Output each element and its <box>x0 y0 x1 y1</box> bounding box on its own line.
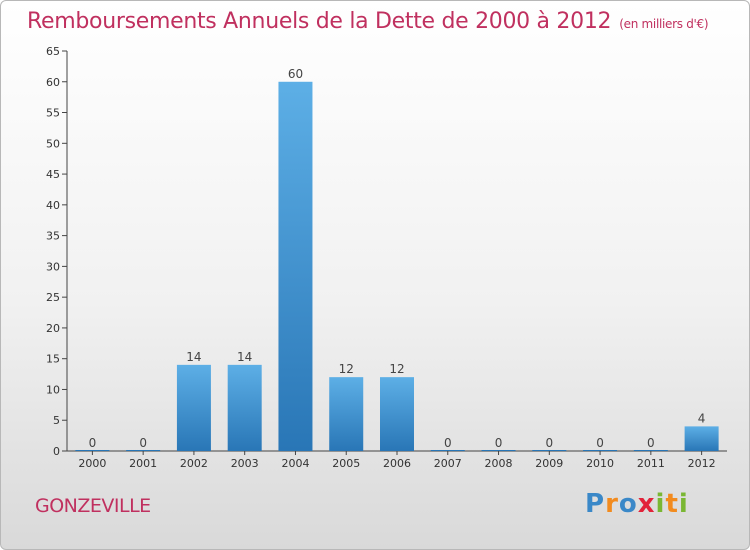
chart-title-text: Remboursements Annuels de la Dette de 20… <box>27 9 612 34</box>
logo-letter: i <box>678 489 689 519</box>
bar <box>227 364 262 451</box>
data-label: 0 <box>545 436 553 450</box>
y-tick-label: 25 <box>46 291 60 304</box>
logo-letter: P <box>585 489 606 519</box>
data-label: 0 <box>647 436 655 450</box>
data-label: 60 <box>288 67 303 81</box>
x-tick-label: 2010 <box>586 457 614 470</box>
x-tick-label: 2011 <box>637 457 665 470</box>
chart-title: Remboursements Annuels de la Dette de 20… <box>27 9 709 34</box>
x-tick-label: 2000 <box>78 457 106 470</box>
data-label: 4 <box>698 411 706 425</box>
x-tick-label: 2007 <box>434 457 462 470</box>
y-tick-label: 10 <box>46 383 60 396</box>
bar <box>126 450 161 451</box>
bar <box>532 450 567 451</box>
bar <box>684 426 719 451</box>
y-tick-label: 35 <box>46 230 60 243</box>
data-label: 12 <box>389 362 404 376</box>
bar <box>75 450 110 451</box>
chart-subtitle: (en milliers d'€) <box>619 17 709 31</box>
y-tick-label: 30 <box>46 260 60 273</box>
y-tick-label: 20 <box>46 322 60 335</box>
proxiti-logo[interactable]: Proxiti <box>585 489 689 519</box>
y-tick-label: 55 <box>46 107 60 120</box>
x-tick-label: 2012 <box>688 457 716 470</box>
bar <box>176 364 211 451</box>
data-label: 12 <box>339 362 354 376</box>
bar <box>278 81 313 452</box>
bar <box>430 450 465 451</box>
logo-letter: i <box>655 489 666 519</box>
bar <box>633 450 668 451</box>
y-tick-label: 45 <box>46 168 60 181</box>
data-label: 14 <box>186 350 201 364</box>
x-tick-label: 2008 <box>485 457 513 470</box>
y-tick-label: 50 <box>46 137 60 150</box>
x-tick-label: 2009 <box>535 457 563 470</box>
data-label: 0 <box>444 436 452 450</box>
bar-series: 0 0 14 14 60 12 12 0 0 0 0 0 4 <box>75 67 719 452</box>
y-tick-label: 40 <box>46 199 60 212</box>
bar <box>583 450 618 451</box>
logo-letter: t <box>665 489 679 519</box>
logo-letter: r <box>605 489 619 519</box>
x-tick-label: 2002 <box>180 457 208 470</box>
y-tick-label: 15 <box>46 353 60 366</box>
x-tick-label: 2003 <box>231 457 259 470</box>
y-tick-label: 60 <box>46 76 60 89</box>
data-label: 0 <box>139 436 147 450</box>
bar <box>481 450 516 451</box>
data-label: 14 <box>237 350 252 364</box>
y-tick-label: 5 <box>53 414 60 427</box>
y-tick-label: 0 <box>53 445 60 458</box>
data-label: 0 <box>89 436 97 450</box>
data-label: 0 <box>596 436 604 450</box>
city-name: GONZEVILLE <box>35 495 151 517</box>
bar <box>329 377 364 451</box>
x-tick-label: 2006 <box>383 457 411 470</box>
logo-letter: x <box>637 489 656 519</box>
logo-letter: o <box>618 489 638 519</box>
x-tick-label: 2001 <box>129 457 157 470</box>
x-tick-label: 2004 <box>281 457 309 470</box>
y-tick-label: 65 <box>46 45 60 58</box>
bar <box>380 377 414 451</box>
data-label: 0 <box>495 436 503 450</box>
x-tick-label: 2005 <box>332 457 360 470</box>
